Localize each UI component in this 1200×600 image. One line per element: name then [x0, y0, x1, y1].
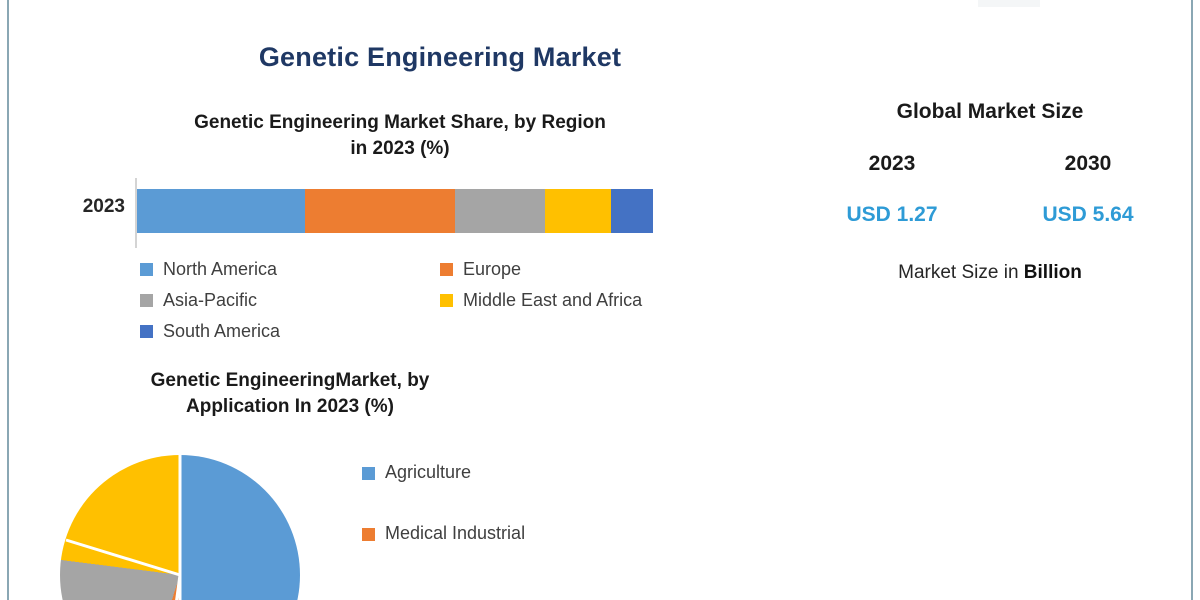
legend-item-north-america[interactable]: North America	[140, 259, 440, 280]
application-pie-slice-seams	[65, 455, 182, 600]
legend-label: Middle East and Africa	[463, 290, 643, 310]
region-segment-south-america[interactable]	[611, 189, 653, 233]
legend-swatch-icon	[140, 294, 153, 307]
legend-swatch-icon	[440, 294, 453, 307]
legend-label: North America	[163, 259, 278, 279]
market-size-unit-prefix: Market Size in	[898, 262, 1024, 283]
legend-swatch-icon	[362, 528, 375, 541]
market-size-value-2030: USD 5.64	[1042, 203, 1134, 226]
legend-swatch-icon	[362, 467, 375, 480]
legend-item-middle-east-and-africa[interactable]: Middle East and Africa	[440, 290, 700, 311]
clipped-top-artifact	[978, 0, 1040, 7]
frame-border-right	[1191, 0, 1193, 600]
region-segment-asia-pacific[interactable]	[455, 189, 546, 233]
market-size-year-2023: 2023	[868, 152, 916, 175]
region-chart-title: Genetic Engineering Market Share, by Reg…	[100, 110, 700, 162]
legend-item-asia-pacific[interactable]: Asia-Pacific	[140, 290, 440, 311]
region-chart-axis	[135, 178, 137, 248]
region-stacked-bar	[137, 189, 653, 233]
region-chart-title-line2: in 2023 (%)	[350, 138, 450, 160]
legend-item-agriculture[interactable]: Agriculture	[362, 462, 592, 523]
legend-label: Europe	[463, 259, 522, 279]
application-chart-title-line2: Application In 2023 (%)	[186, 396, 394, 418]
application-chart-title: Genetic EngineeringMarket, by Applicatio…	[55, 368, 525, 420]
legend-swatch-icon	[440, 263, 453, 276]
legend-swatch-icon	[140, 263, 153, 276]
region-chart-category-label: 2023	[82, 196, 125, 217]
region-segment-middle-east-africa[interactable]	[545, 189, 612, 233]
legend-label: Agriculture	[385, 462, 472, 482]
frame-border-left	[7, 0, 9, 600]
region-chart-title-line1: Genetic Engineering Market Share, by Reg…	[194, 112, 606, 133]
application-chart-legend: Agriculture Medical Industrial	[362, 462, 592, 584]
market-size-value-2023: USD 1.27	[846, 203, 938, 226]
legend-label: Asia-Pacific	[163, 290, 258, 310]
legend-label: South America	[163, 321, 281, 341]
legend-item-south-america[interactable]: South America	[140, 321, 440, 342]
legend-item-medical-industrial[interactable]: Medical Industrial	[362, 523, 592, 584]
region-segment-north-america[interactable]	[137, 189, 306, 233]
pie-seam-gray-yellow	[65, 538, 181, 577]
market-size-unit-bold: Billion	[1023, 262, 1082, 283]
legend-label: Medical Industrial	[385, 523, 526, 543]
application-chart-title-line1: Genetic EngineeringMarket, by	[150, 370, 430, 391]
legend-item-europe[interactable]: Europe	[440, 259, 700, 280]
legend-swatch-icon	[140, 325, 153, 338]
region-segment-europe[interactable]	[305, 189, 456, 233]
region-chart-legend: North America Europe Asia-Pacific Middle…	[140, 254, 700, 347]
global-market-size-title: Global Market Size	[896, 100, 1084, 123]
pie-seam-orange-gray	[175, 574, 182, 600]
market-size-unit-note: Market Size in Billion	[790, 262, 1190, 284]
market-size-year-2030: 2030	[1064, 152, 1112, 175]
page-title: Genetic Engineering Market	[258, 42, 622, 72]
